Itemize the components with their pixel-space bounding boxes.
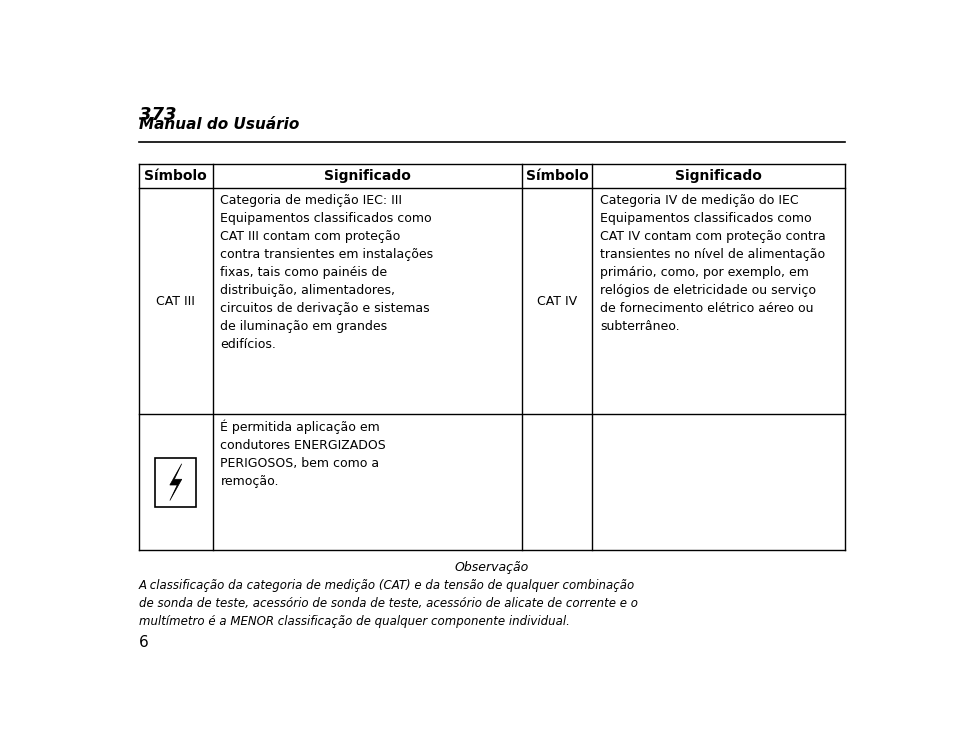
Text: É permitida aplicação em
condutores ENERGIZADOS
PERIGOSOS, bem como a
remoção.: É permitida aplicação em condutores ENER… bbox=[221, 420, 386, 489]
Text: Manual do Usuário: Manual do Usuário bbox=[138, 116, 299, 131]
Text: CAT IV: CAT IV bbox=[537, 295, 577, 307]
Text: 373: 373 bbox=[138, 106, 176, 124]
Text: Símbolo: Símbolo bbox=[526, 169, 588, 184]
Text: CAT III: CAT III bbox=[156, 295, 195, 307]
Text: Observação: Observação bbox=[455, 560, 529, 574]
Text: Categoria de medição IEC: III
Equipamentos classificados como
CAT III contam com: Categoria de medição IEC: III Equipament… bbox=[221, 194, 434, 351]
Text: A classificação da categoria de medição (CAT) e da tensão de qualquer combinação: A classificação da categoria de medição … bbox=[138, 579, 637, 628]
Text: 6: 6 bbox=[138, 635, 149, 650]
Text: Categoria IV de medição do IEC
Equipamentos classificados como
CAT IV contam com: Categoria IV de medição do IEC Equipamen… bbox=[600, 194, 826, 333]
Text: Significado: Significado bbox=[324, 169, 411, 184]
Text: Significado: Significado bbox=[676, 169, 762, 184]
Bar bbox=[156, 458, 196, 507]
Text: Símbolo: Símbolo bbox=[144, 169, 207, 184]
Polygon shape bbox=[170, 464, 181, 501]
